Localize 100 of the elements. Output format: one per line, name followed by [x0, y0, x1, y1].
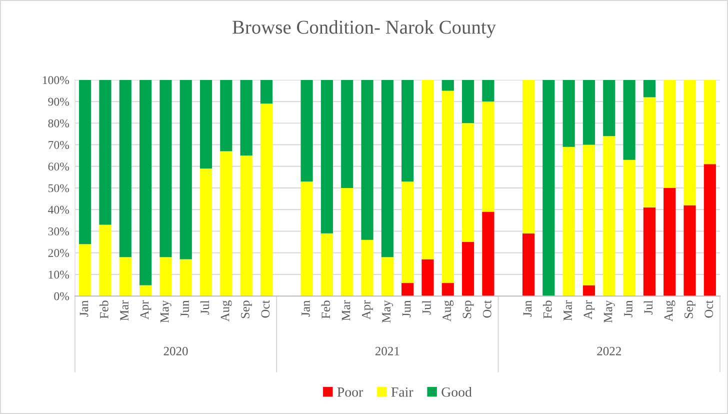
bar: [220, 80, 232, 152]
y-tick-label: 80%: [48, 119, 70, 128]
bar: [442, 90, 454, 284]
y-tick-label: 90%: [48, 98, 70, 106]
bar: [119, 257, 132, 296]
bar: [300, 80, 313, 182]
bar: [664, 188, 676, 296]
x-tick-label: Apr: [362, 300, 373, 320]
bar: [482, 80, 494, 102]
bar: [381, 257, 394, 296]
y-tick-label: 50%: [48, 184, 70, 192]
x-tick-label: Apr: [140, 300, 152, 320]
x-tick-label: Jun: [624, 300, 632, 318]
bar: [522, 233, 535, 296]
bar: [462, 123, 474, 242]
x-tick-label: Jul: [422, 300, 431, 315]
bar: [623, 80, 636, 160]
bar: [260, 104, 273, 296]
bar: [623, 160, 636, 296]
bar: [684, 205, 696, 296]
x-tick-label: Aug: [442, 300, 454, 322]
y-tick-label: 60%: [48, 162, 70, 171]
x-tick-label: Jan: [523, 300, 532, 317]
x-tick-label: May: [382, 300, 394, 323]
y-tick-label: 30%: [48, 227, 70, 236]
bar: [562, 80, 575, 147]
bar: [320, 233, 333, 296]
bar: [139, 80, 152, 286]
x-tick-label: Aug: [664, 300, 676, 322]
bar: [260, 80, 273, 104]
bar: [684, 80, 696, 206]
bar: [220, 151, 232, 296]
x-tick-label: May: [160, 300, 172, 323]
x-tick-label: Sep: [241, 300, 252, 318]
bar: [402, 80, 414, 182]
bar: [442, 80, 454, 91]
x-tick-label: Sep: [462, 300, 474, 318]
text: 2021: [375, 346, 400, 356]
bar: [482, 102, 494, 212]
x-tick-label: Feb: [321, 300, 330, 319]
x-tick-label: Oct: [482, 300, 492, 318]
bar: [200, 80, 212, 169]
bar: [462, 242, 474, 296]
bar: [562, 146, 575, 296]
bar: [200, 168, 212, 296]
bar: [320, 80, 333, 234]
bar: [582, 285, 596, 296]
x-tick-label: Mar: [120, 300, 129, 321]
x-tick-label: Mar: [564, 300, 572, 321]
bar: [79, 80, 92, 244]
bar: [704, 164, 716, 296]
x-tick-label: Jun: [180, 300, 189, 318]
y-tick-label: 20%: [48, 249, 70, 258]
bar: [643, 207, 656, 296]
legend-label: Good: [442, 387, 472, 397]
bar: [643, 80, 656, 98]
bar: [180, 80, 192, 260]
x-tick-label: Sep: [684, 300, 696, 318]
bar: [442, 283, 454, 296]
y-tick-label: 10%: [48, 270, 70, 279]
bar: [603, 80, 616, 136]
bar: [603, 136, 616, 296]
bar: [240, 80, 252, 156]
bar: [582, 144, 596, 286]
bar: [422, 80, 434, 260]
bar: [422, 259, 434, 296]
x-tick-label: Feb: [100, 300, 108, 319]
x-tick-label: Oct: [261, 300, 270, 318]
bar: [160, 257, 172, 296]
bar: [542, 80, 555, 296]
bar: [462, 80, 474, 124]
bar: [482, 212, 494, 296]
x-tick-label: Jan: [80, 300, 88, 317]
bar: [139, 285, 152, 296]
x-tick-label: Jan: [302, 300, 310, 317]
bar: [119, 80, 132, 258]
chart-title: Browse Condition- Narok County: [232, 20, 496, 38]
legend-label: Poor: [337, 388, 364, 397]
bar: [361, 240, 374, 296]
bar: [361, 80, 374, 240]
x-tick-label: Feb: [542, 300, 552, 319]
x-tick-label: Jul: [644, 300, 653, 315]
bar: [582, 80, 596, 145]
bar: [341, 188, 354, 296]
x-tick-label: Jul: [200, 300, 210, 315]
bar: [99, 80, 112, 225]
bar: [381, 80, 394, 258]
bar: [664, 80, 676, 188]
y-tick-label: 100%: [42, 76, 70, 84]
x-tick-label: Mar: [342, 300, 350, 321]
y-tick-label: 0%: [54, 292, 70, 300]
x-tick-label: Oct: [704, 300, 714, 318]
x-tick-label: Jun: [402, 300, 411, 318]
x-tick-label: May: [604, 300, 615, 323]
bar: [240, 156, 252, 296]
bar: [99, 224, 112, 296]
bar: [180, 259, 192, 296]
bar: [643, 97, 656, 208]
bar: [704, 80, 716, 164]
legend-label: Fair: [391, 387, 414, 397]
